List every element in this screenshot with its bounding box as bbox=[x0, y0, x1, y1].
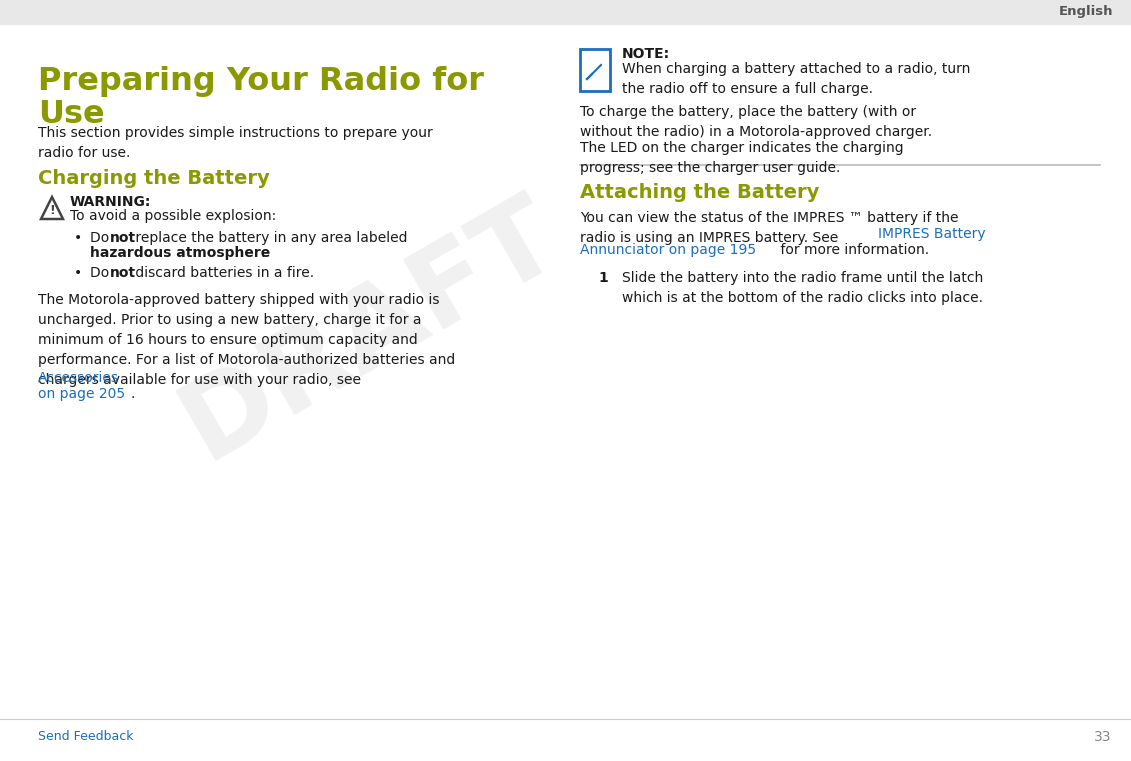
Text: NOTE:: NOTE: bbox=[622, 47, 671, 61]
Text: Attaching the Battery: Attaching the Battery bbox=[580, 183, 819, 202]
Text: Annunciator on page 195: Annunciator on page 195 bbox=[580, 243, 757, 257]
Text: Do: Do bbox=[90, 231, 113, 245]
Text: •: • bbox=[74, 231, 83, 245]
Text: Accessories: Accessories bbox=[38, 371, 119, 385]
Text: DRAFT: DRAFT bbox=[163, 181, 577, 481]
Text: not: not bbox=[110, 231, 136, 245]
Text: 1: 1 bbox=[598, 271, 607, 285]
Text: .: . bbox=[130, 387, 135, 401]
Text: IMPRES Battery: IMPRES Battery bbox=[878, 227, 985, 241]
Text: Charging the Battery: Charging the Battery bbox=[38, 169, 270, 188]
Text: This section provides simple instructions to prepare your
radio for use.: This section provides simple instruction… bbox=[38, 126, 433, 160]
Text: on page 205: on page 205 bbox=[38, 387, 126, 401]
Text: !: ! bbox=[49, 203, 55, 216]
Text: When charging a battery attached to a radio, turn
the radio off to ensure a full: When charging a battery attached to a ra… bbox=[622, 62, 970, 96]
Text: 33: 33 bbox=[1094, 730, 1111, 744]
Text: English: English bbox=[1059, 5, 1113, 18]
Text: The Motorola-approved battery shipped with your radio is
uncharged. Prior to usi: The Motorola-approved battery shipped wi… bbox=[38, 293, 456, 387]
Text: Send Feedback: Send Feedback bbox=[38, 731, 133, 743]
Text: hazardous atmosphere: hazardous atmosphere bbox=[90, 246, 270, 260]
Text: Do: Do bbox=[90, 266, 113, 280]
Bar bbox=[0, 0, 1131, 24]
Text: discard batteries in a fire.: discard batteries in a fire. bbox=[131, 266, 314, 280]
Text: To charge the battery, place the battery (with or
without the radio) in a Motoro: To charge the battery, place the battery… bbox=[580, 105, 932, 139]
Text: •: • bbox=[74, 266, 83, 280]
Text: .: . bbox=[261, 246, 266, 260]
FancyBboxPatch shape bbox=[580, 49, 610, 91]
Text: Slide the battery into the radio frame until the latch
which is at the bottom of: Slide the battery into the radio frame u… bbox=[622, 271, 983, 305]
Text: Use: Use bbox=[38, 99, 105, 130]
Text: To avoid a possible explosion:: To avoid a possible explosion: bbox=[70, 209, 276, 223]
Text: Preparing Your Radio for: Preparing Your Radio for bbox=[38, 66, 484, 97]
Text: You can view the status of the IMPRES ™ battery if the
radio is using an IMPRES : You can view the status of the IMPRES ™ … bbox=[580, 211, 958, 245]
Text: WARNING:: WARNING: bbox=[70, 195, 152, 209]
Text: not: not bbox=[110, 266, 136, 280]
Text: The LED on the charger indicates the charging
progress; see the charger user gui: The LED on the charger indicates the cha… bbox=[580, 141, 904, 175]
Text: replace the battery in any area labeled: replace the battery in any area labeled bbox=[131, 231, 407, 245]
Text: for more information.: for more information. bbox=[776, 243, 930, 257]
